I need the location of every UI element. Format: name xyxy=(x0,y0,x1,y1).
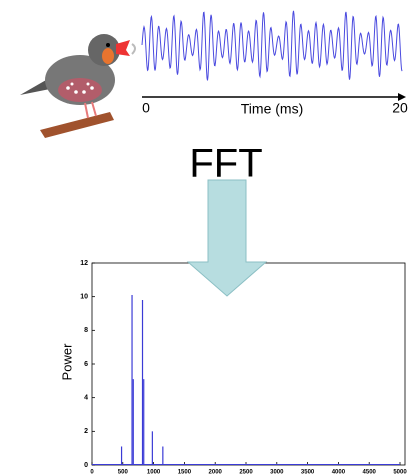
spectrum-chart: 0 2 4 6 8 10 12 0 500 1000 1500 2000 2500 3000 3500 400… xyxy=(80,260,407,476)
x-tick-label: 3500 xyxy=(301,470,315,476)
waveform xyxy=(141,10,403,81)
cheek xyxy=(102,48,114,64)
x-tick-label: 4500 xyxy=(363,470,377,476)
x-tick-label: 5000 xyxy=(393,470,407,476)
time-start: 0 xyxy=(142,100,150,116)
branch xyxy=(40,112,114,138)
x-tick-label: 0 xyxy=(90,470,94,476)
y-tick-label: 0 xyxy=(84,462,88,469)
sound xyxy=(131,43,136,55)
beak xyxy=(116,40,130,56)
flank xyxy=(58,78,102,102)
x-tick-label: 2500 xyxy=(239,470,253,476)
x-tick-label: 1000 xyxy=(147,470,161,476)
dots xyxy=(66,82,94,94)
y-tick-label: 10 xyxy=(80,294,88,301)
y-tick-label: 4 xyxy=(84,395,88,402)
y-tick-label: 2 xyxy=(84,428,88,435)
eye xyxy=(106,43,110,47)
y-tick-label: 8 xyxy=(84,327,88,334)
x-tick-label: 4000 xyxy=(332,470,346,476)
plot-frame xyxy=(91,262,406,466)
time-label: Time (ms) xyxy=(241,101,303,117)
fft-label: FFT xyxy=(189,142,262,186)
x-tick-label: 3000 xyxy=(270,470,284,476)
fft-arrow xyxy=(186,179,268,297)
legs xyxy=(84,101,97,119)
x-tick-label: 1500 xyxy=(178,470,192,476)
x-tick-label: 500 xyxy=(118,470,129,476)
y-tick-label: 12 xyxy=(80,260,88,267)
bird xyxy=(20,34,136,138)
axis-arrowhead xyxy=(398,93,406,101)
x-tick-label: 2000 xyxy=(209,470,223,476)
y-tick-label: 6 xyxy=(84,361,88,368)
time-end: 20 xyxy=(392,100,408,116)
y-axis-label: Power xyxy=(59,343,74,381)
